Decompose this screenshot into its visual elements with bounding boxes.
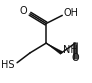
Text: NH: NH (63, 45, 78, 55)
Text: O: O (71, 53, 79, 63)
Text: OH: OH (64, 8, 79, 18)
Text: HS: HS (1, 60, 15, 70)
Text: O: O (20, 6, 28, 16)
Polygon shape (46, 43, 62, 54)
